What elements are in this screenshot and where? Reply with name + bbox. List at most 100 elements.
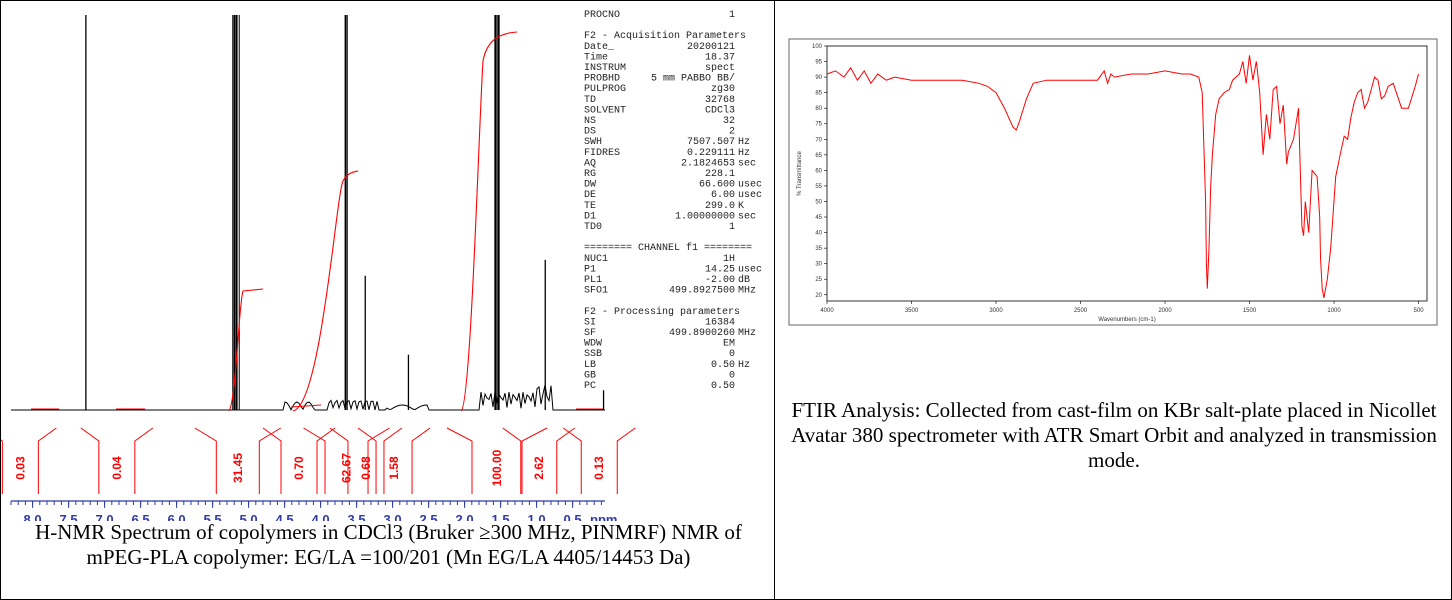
ftir-y-tick-label: 40 (815, 231, 822, 237)
ftir-x-tick-label: 3500 (905, 308, 919, 314)
parameter-header: F2 - Acquisition Parameters (584, 30, 746, 42)
parameter-value: 32768 (705, 95, 735, 106)
nmr-caption: H-NMR Spectrum of copolymers in CDCl3 (B… (35, 520, 742, 569)
ftir-y-tick-label: 90 (815, 75, 822, 81)
integral-bracket-line (562, 427, 636, 494)
integral-bracket-line (329, 427, 403, 494)
parameter-key: DW (584, 180, 596, 191)
ftir-y-tick-label: 25 (815, 277, 822, 283)
parameter-key: TD0 (584, 222, 602, 233)
ftir-x-tick-label: 3000 (989, 308, 1003, 314)
parameter-unit: sec (738, 158, 756, 169)
integral-bracket: 0.68 (329, 427, 403, 494)
nmr-tick-label: 7.5 (60, 512, 78, 521)
parameter-value: 2 (729, 127, 735, 138)
ftir-x-tick-label: 500 (1414, 308, 1425, 314)
parameter-value: 2.1824653 (681, 158, 735, 169)
parameter-unit: Hz (738, 360, 750, 371)
ftir-x-tick-label: 2000 (1158, 308, 1172, 314)
nmr-baseline-trace (11, 384, 605, 412)
parameter-unit: usec (738, 264, 762, 275)
integral-value-label: 62.67 (340, 453, 354, 483)
parameter-key: SWH (584, 137, 602, 148)
parameter-value: 1 (729, 222, 735, 233)
parameter-key: SF (584, 328, 596, 339)
integral-bracket-line (1, 427, 57, 494)
parameter-unit: Hz (738, 148, 750, 159)
ftir-panel: 20 25 30 35 40 45 50 55 60 65 70 75 80 85 90 95 100 4000 3… (774, 0, 1452, 600)
parameter-key: PROCNO (584, 10, 620, 21)
parameter-key: FIDRES (584, 148, 620, 159)
parameter-value: 18.37 (705, 52, 735, 63)
parameter-unit: MHz (738, 328, 756, 339)
ftir-y-tick-label: 50 (815, 199, 822, 205)
ftir-y-tick-label: 75 (815, 122, 822, 128)
ftir-y-tick-label: 20 (815, 293, 822, 299)
integral-bracket: 62.67 (303, 427, 390, 494)
ftir-y-tick-label: 30 (815, 262, 822, 268)
parameter-key: PC (584, 381, 596, 392)
ftir-x-tick-label: 1500 (1243, 308, 1257, 314)
parameter-value: 1H (723, 254, 735, 265)
nmr-tick-label: 2.0 (456, 512, 474, 521)
nmr-tick-label: 3.0 (384, 512, 402, 521)
integral-bracket-line (262, 427, 336, 494)
parameter-key: TE (584, 201, 596, 212)
ftir-spectrum-chart: 20 25 30 35 40 45 50 55 60 65 70 75 80 85 90 95 100 4000 3… (788, 38, 1438, 326)
integral-curve (228, 288, 264, 412)
ftir-x-tick-label: 4000 (820, 308, 834, 314)
parameter-unit: usec (738, 190, 762, 201)
parameter-key: DE (584, 190, 596, 201)
nmr-tick-label: 1.5 (492, 512, 510, 521)
ftir-x-tick-label: 2500 (1074, 308, 1088, 314)
ftir-x-axis-label: Wavenumbers (cm-1) (1098, 317, 1155, 323)
parameter-key: SOLVENT (584, 105, 626, 116)
parameter-value: 299.0 (705, 201, 735, 212)
integral-value-label: 2.62 (532, 456, 546, 480)
nmr-tick-label: 8.0 (24, 512, 42, 521)
nmr-tick-label: 3.5 (348, 512, 366, 521)
parameter-value: 32 (723, 116, 735, 127)
integral-bracket-line (446, 427, 548, 494)
parameter-value: 228.1 (705, 169, 735, 180)
nmr-tick-label: 4.0 (312, 512, 330, 521)
parameter-value: -2.00 (705, 275, 735, 286)
integral-bracket-line (194, 427, 282, 494)
nmr-spectrum-chart: 0.03 0.04 31.45 0.70 62.67 0.68 1.58 100.00 2.62… (1, 10, 762, 521)
ftir-y-axis-label: % Transmittance (797, 150, 803, 195)
nmr-tick-label: 4.5 (276, 512, 294, 521)
nmr-tick-label: 5.0 (240, 512, 258, 521)
parameter-key: DS (584, 127, 596, 138)
integral-bracket: 1.58 (357, 427, 431, 494)
ftir-y-tick-label: 55 (815, 184, 822, 190)
parameter-key: Date_ (584, 42, 615, 53)
parameter-key: LB (584, 360, 596, 371)
parameter-value: 499.8900260 (669, 328, 735, 339)
ftir-y-tick-label: 35 (815, 246, 822, 252)
integral-curve (460, 31, 518, 412)
parameter-value: spect (705, 63, 735, 74)
parameter-value: 66.600 (699, 180, 735, 191)
integral-value-label: 0.70 (292, 456, 306, 480)
parameter-value: zg30 (711, 84, 735, 95)
parameter-key: RG (584, 169, 596, 180)
nmr-tick-label: 2.5 (420, 512, 438, 521)
integral-curve (292, 170, 359, 412)
ftir-y-tick-label: 95 (815, 60, 822, 66)
nmr-panel: 0.03 0.04 31.45 0.70 62.67 0.68 1.58 100.00 2.62… (0, 0, 775, 600)
parameter-key: SI (584, 317, 596, 328)
ftir-y-tick-label: 100 (812, 44, 823, 50)
integral-value-label: 100.00 (490, 449, 504, 486)
parameter-unit: usec (738, 180, 762, 191)
parameter-key: GB (584, 370, 596, 381)
integral-value-label: 0.03 (13, 456, 27, 480)
parameter-key: Time (584, 51, 608, 63)
nmr-tick-label: 7.0 (96, 512, 114, 521)
parameter-value: 7507.507 (687, 137, 735, 148)
ftir-plot-area (826, 45, 1428, 302)
ftir-y-tick-label: 60 (815, 168, 822, 174)
parameter-value: EM (723, 339, 735, 350)
parameter-unit: sec (738, 211, 756, 222)
integral-bracket-line (80, 427, 154, 494)
